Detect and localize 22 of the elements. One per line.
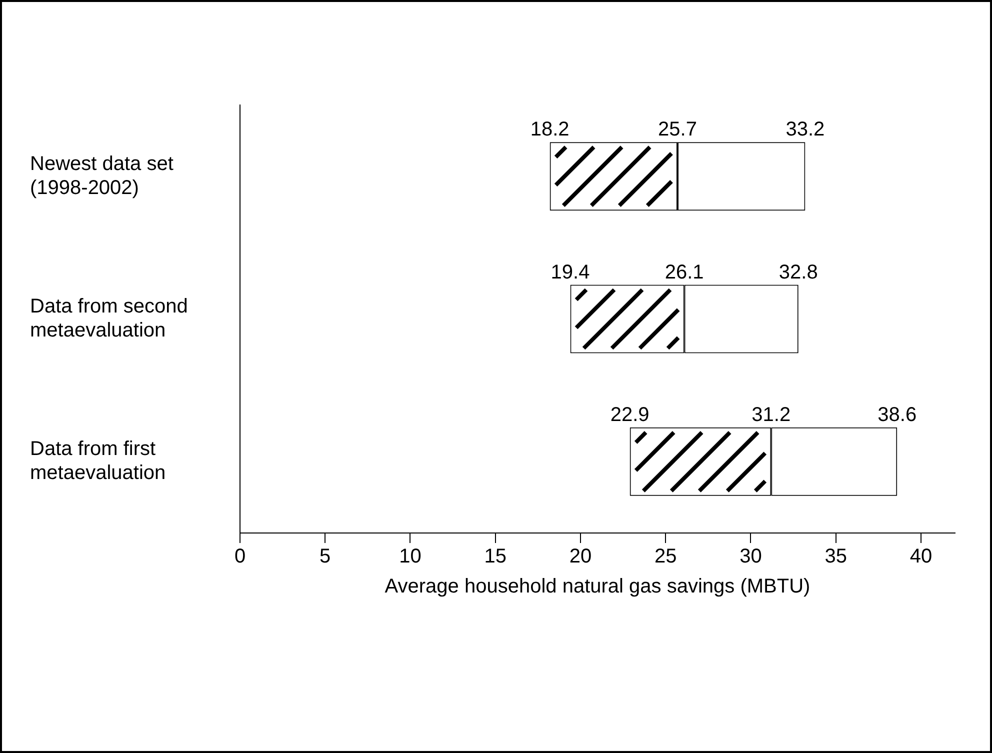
- x-axis-title: Average household natural gas savings (MBTU): [384, 576, 810, 598]
- x-tick-label: 25: [654, 546, 677, 568]
- annotation: 26.1: [664, 261, 704, 284]
- x-tick-label: 40: [910, 546, 932, 568]
- x-tick-label: 5: [320, 546, 331, 568]
- annotation: 18.2: [530, 118, 570, 141]
- annotation: 31.2: [752, 404, 791, 426]
- annotation: 33.2: [786, 118, 825, 141]
- x-tick-label: 15: [484, 546, 506, 568]
- x-tick-label: 10: [399, 546, 422, 568]
- x-tick-label: 35: [824, 546, 847, 568]
- y-tick-label: Data from second metaevaluation: [30, 296, 188, 342]
- x-tick-label: 20: [569, 546, 592, 568]
- y-tick-label: Newest data set (1998-2002): [30, 152, 174, 199]
- y-tick-label: Data from first metaevaluation: [30, 438, 166, 484]
- annotation: 22.9: [610, 404, 650, 426]
- x-tick-label: 0: [234, 546, 246, 568]
- annotation: 25.7: [658, 118, 697, 141]
- annotation: 38.6: [878, 404, 917, 426]
- annotation: 32.8: [778, 261, 818, 284]
- x-tick-label: 30: [740, 546, 762, 568]
- annotation: 19.4: [550, 261, 590, 284]
